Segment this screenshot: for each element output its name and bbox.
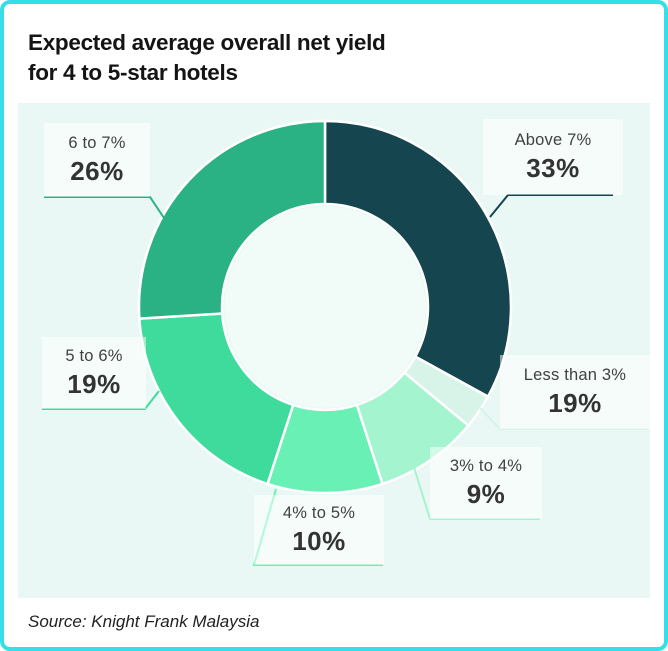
slice-label-3-to-4: 3% to 4% 9% <box>430 447 542 519</box>
donut-slice-4 <box>138 312 295 486</box>
chart-panel: Above 7% 33% Less than 3% 19% 3% to 4% 9… <box>18 103 650 598</box>
slice-value-label: 9% <box>466 478 506 509</box>
slice-category-label: 4% to 5% <box>282 503 356 522</box>
slice-label-less-than-3: Less than 3% 19% <box>500 355 650 429</box>
leader-line-4 <box>42 390 160 410</box>
chart-title-line1: Expected average overall net yield <box>28 30 386 55</box>
donut-slice-0 <box>323 119 513 398</box>
slice-value-label: 10% <box>292 525 346 556</box>
slice-category-label: 5 to 6% <box>65 346 123 365</box>
leader-line-0 <box>489 194 613 218</box>
slice-value-label: 19% <box>67 368 121 399</box>
slice-category-label: 6 to 7% <box>68 133 126 152</box>
donut-chart <box>42 119 648 566</box>
donut-slice-5 <box>137 119 327 320</box>
slice-category-label: 3% to 4% <box>449 456 523 475</box>
slice-value-label: 19% <box>548 387 602 418</box>
slice-label-6-to-7: 6 to 7% 26% <box>44 123 150 197</box>
chart-title-line2: for 4 to 5-star hotels <box>28 59 238 85</box>
slice-value-label: 26% <box>70 155 124 186</box>
slice-category-label: Above 7% <box>514 130 592 149</box>
leader-line-2 <box>411 460 540 520</box>
donut-hole <box>224 206 426 408</box>
chart-title: Expected average overall net yield for 4… <box>28 28 640 88</box>
slice-value-label: 33% <box>526 152 580 183</box>
slice-label-5-to-6: 5 to 6% 19% <box>42 337 146 409</box>
leader-line-5 <box>44 196 165 219</box>
source-credit: Source: Knight Frank Malaysia <box>28 612 260 631</box>
slice-category-label: Less than 3% <box>523 365 627 384</box>
leader-line-1 <box>479 407 648 430</box>
slice-label-4-to-5: 4% to 5% 10% <box>254 495 384 565</box>
slice-label-above-7: Above 7% 33% <box>483 119 623 195</box>
